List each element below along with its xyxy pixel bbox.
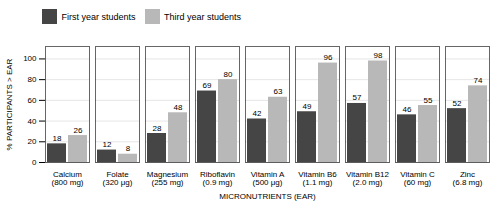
svg-text:46: 46	[403, 104, 412, 113]
svg-text:63: 63	[274, 87, 283, 96]
svg-text:12: 12	[103, 140, 112, 149]
svg-text:26: 26	[74, 125, 83, 134]
svg-text:96: 96	[324, 53, 333, 62]
svg-text:0: 0	[32, 158, 37, 167]
svg-text:18: 18	[53, 133, 62, 142]
svg-text:28: 28	[153, 123, 162, 132]
svg-text:20: 20	[28, 137, 37, 146]
svg-text:100: 100	[23, 54, 37, 63]
svg-text:48: 48	[174, 102, 183, 111]
svg-text:52: 52	[453, 98, 462, 107]
svg-text:8: 8	[126, 144, 131, 153]
svg-text:Vitamin B6(1.1 mg): Vitamin B6(1.1 mg)	[298, 170, 337, 187]
svg-text:Folate(320 μg): Folate(320 μg)	[103, 170, 133, 187]
svg-text:74: 74	[474, 75, 483, 84]
html-text:First year students: First year students	[61, 11, 136, 22]
svg-text:49: 49	[303, 101, 312, 110]
svg-text:Riboflavin(0.9 mg): Riboflavin(0.9 mg)	[200, 170, 235, 187]
svg-text:57: 57	[353, 93, 362, 102]
svg-text:Magnesium(255 mg): Magnesium(255 mg)	[147, 170, 189, 187]
svg-text:% PARTICIPANTS > EAR: % PARTICIPANTS > EAR	[5, 58, 14, 150]
svg-text:60: 60	[28, 95, 37, 104]
svg-text:Vitamin A(500 μg): Vitamin A(500 μg)	[251, 170, 285, 187]
svg-text:Calcium(800 mg): Calcium(800 mg)	[51, 170, 83, 187]
svg-text:Zinc(6.8 mg): Zinc(6.8 mg)	[453, 170, 483, 187]
svg-text:55: 55	[424, 95, 433, 104]
svg-text:98: 98	[374, 51, 383, 60]
svg-text:Vitamin C(60 mg): Vitamin C(60 mg)	[400, 170, 435, 187]
svg-text:80: 80	[28, 75, 37, 84]
svg-text:80: 80	[224, 69, 233, 78]
html-text:Third year students: Third year students	[164, 11, 242, 22]
svg-text:Vitamin B12(2.0 mg): Vitamin B12(2.0 mg)	[346, 170, 390, 187]
svg-text:40: 40	[28, 116, 37, 125]
svg-text:69: 69	[203, 81, 212, 90]
svg-text:MICRONUTRIENTS (EAR): MICRONUTRIENTS (EAR)	[219, 191, 316, 200]
svg-text:42: 42	[253, 109, 262, 118]
